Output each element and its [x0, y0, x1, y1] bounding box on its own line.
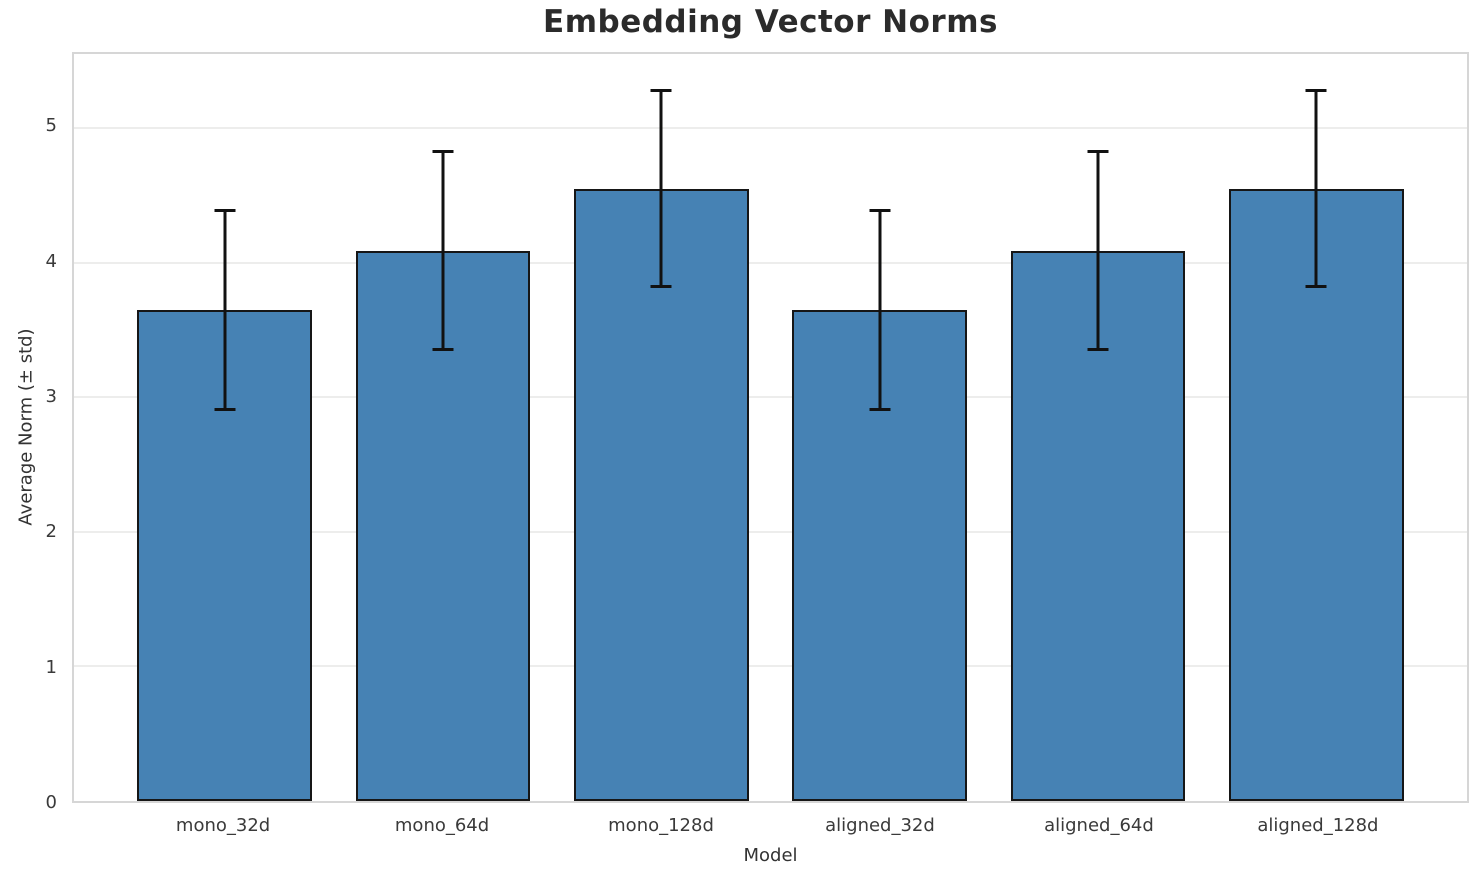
x-tick-label-aligned_128d: aligned_128d [1257, 815, 1379, 836]
error-bar-cap-bottom [214, 407, 236, 411]
error-bar-cap-top [650, 89, 672, 93]
y-tick-label: 3 [45, 386, 57, 408]
x-tick-label-aligned_32d: aligned_32d [825, 815, 935, 836]
error-bar-line [223, 208, 227, 411]
error-bar-cap-bottom [432, 348, 454, 352]
bar-aligned_128d [1229, 188, 1404, 801]
x-tick-label-mono_32d: mono_32d [175, 815, 271, 836]
error-bar-cap-top [1087, 149, 1109, 153]
y-axis-label: Average Norm (± std) [15, 328, 37, 526]
x-tick-label-aligned_64d: aligned_64d [1044, 815, 1154, 836]
error-bar-line [878, 208, 882, 411]
error-bar-cap-bottom [650, 285, 672, 289]
x-axis-label: Model [743, 845, 798, 866]
error-bar-line [659, 89, 663, 289]
error-bar-line [1096, 149, 1100, 352]
plot-area [72, 52, 1469, 803]
y-tick-label: 0 [45, 792, 57, 813]
error-bar-cap-top [214, 208, 236, 212]
error-bar-cap-bottom [1087, 348, 1109, 352]
x-tick-label-mono_64d: mono_64d [394, 815, 490, 836]
bar-mono_128d [573, 188, 749, 801]
error-bar-mono_32d [213, 208, 237, 411]
error-bar-aligned_64d [1086, 149, 1110, 352]
error-bar-aligned_128d [1304, 89, 1328, 289]
error-bar-mono_128d [649, 89, 673, 289]
grid-line [74, 665, 1467, 668]
error-bar-cap-top [1305, 89, 1327, 93]
error-bar-cap-top [869, 208, 891, 212]
chart-title: Embedding Vector Norms [543, 4, 998, 40]
grid-line [74, 530, 1467, 533]
grid-line [74, 261, 1467, 264]
grid-line [74, 396, 1467, 399]
grid-line [74, 127, 1467, 130]
error-bar-cap-bottom [869, 407, 891, 411]
error-bar-line [1314, 89, 1318, 289]
x-tick-label-mono_128d: mono_128d [608, 815, 714, 836]
error-bar-cap-bottom [1305, 285, 1327, 289]
y-tick-label: 4 [45, 250, 57, 272]
error-bar-aligned_32d [868, 208, 892, 411]
error-bar-cap-top [432, 149, 454, 153]
y-tick-label: 2 [45, 521, 57, 543]
error-bar-line [441, 149, 445, 352]
y-tick-label: 5 [45, 115, 57, 137]
error-bar-mono_64d [431, 149, 455, 352]
y-tick-label: 1 [45, 656, 57, 678]
